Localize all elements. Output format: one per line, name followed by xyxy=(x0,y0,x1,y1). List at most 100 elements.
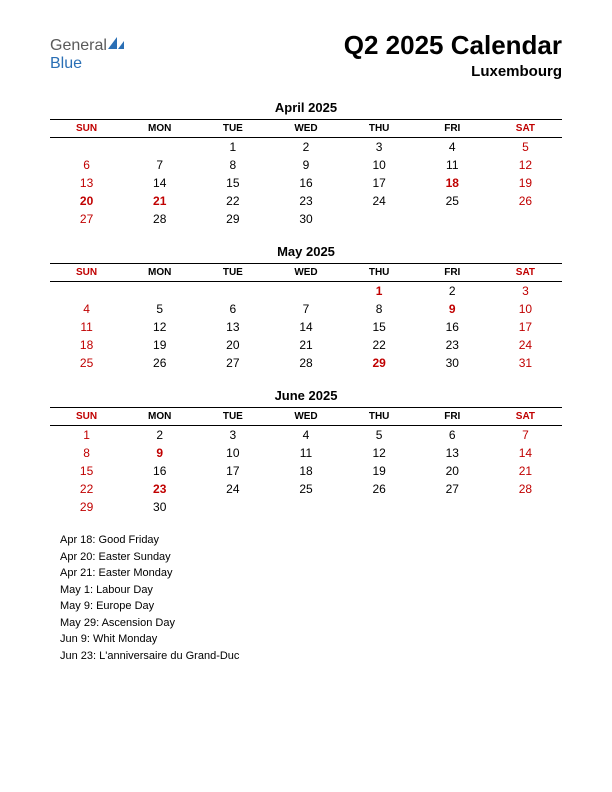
month-title: April 2025 xyxy=(50,100,562,115)
calendar-day: 24 xyxy=(343,192,416,210)
day-header: MON xyxy=(123,408,196,426)
calendar-day: 7 xyxy=(489,426,562,445)
day-header: WED xyxy=(269,408,342,426)
calendar-day: 11 xyxy=(50,318,123,336)
calendar-day: 6 xyxy=(50,156,123,174)
calendar-day: 16 xyxy=(416,318,489,336)
calendar-row: 2930 xyxy=(50,498,562,516)
calendar-day: 4 xyxy=(416,138,489,157)
day-header: FRI xyxy=(416,408,489,426)
day-header: FRI xyxy=(416,264,489,282)
calendar-day: 25 xyxy=(416,192,489,210)
calendar-day: 1 xyxy=(196,138,269,157)
calendar-day: 8 xyxy=(50,444,123,462)
day-header: SAT xyxy=(489,408,562,426)
page-title: Q2 2025 Calendar xyxy=(344,30,562,61)
month-title: June 2025 xyxy=(50,388,562,403)
calendar-row: 12345 xyxy=(50,138,562,157)
calendar-day: 11 xyxy=(269,444,342,462)
calendar-day: 26 xyxy=(123,354,196,372)
calendar-day: 28 xyxy=(489,480,562,498)
holiday-item: May 29: Ascension Day xyxy=(60,615,562,632)
calendar-day xyxy=(416,210,489,228)
calendar-day: 23 xyxy=(416,336,489,354)
calendar-day xyxy=(269,498,342,516)
calendar-day: 13 xyxy=(196,318,269,336)
calendar-day: 24 xyxy=(196,480,269,498)
calendar-row: 1234567 xyxy=(50,426,562,445)
calendar-day: 19 xyxy=(489,174,562,192)
calendar-day xyxy=(50,282,123,301)
calendar-day: 22 xyxy=(196,192,269,210)
calendar-day: 31 xyxy=(489,354,562,372)
calendar-day: 18 xyxy=(50,336,123,354)
calendar-day: 14 xyxy=(269,318,342,336)
calendar-day xyxy=(416,498,489,516)
calendar-row: 45678910 xyxy=(50,300,562,318)
calendar-day: 12 xyxy=(343,444,416,462)
calendar-day xyxy=(489,210,562,228)
calendar-day: 22 xyxy=(343,336,416,354)
day-header: THU xyxy=(343,264,416,282)
calendar-day: 29 xyxy=(50,498,123,516)
months-container: April 2025SUNMONTUEWEDTHUFRISAT123456789… xyxy=(50,100,562,516)
calendar-day: 25 xyxy=(269,480,342,498)
calendar-day: 19 xyxy=(123,336,196,354)
holidays-list: Apr 18: Good FridayApr 20: Easter Sunday… xyxy=(50,532,562,664)
holiday-item: Jun 23: L'anniversaire du Grand-Duc xyxy=(60,648,562,665)
calendar-day: 15 xyxy=(343,318,416,336)
page-subtitle: Luxembourg xyxy=(344,63,562,80)
calendar-day: 14 xyxy=(489,444,562,462)
calendar-day: 17 xyxy=(489,318,562,336)
month-block: May 2025SUNMONTUEWEDTHUFRISAT12345678910… xyxy=(50,244,562,372)
calendar-day: 20 xyxy=(416,462,489,480)
calendar-day: 27 xyxy=(50,210,123,228)
calendar-day: 12 xyxy=(489,156,562,174)
calendar-day: 30 xyxy=(416,354,489,372)
day-header: SUN xyxy=(50,264,123,282)
calendar-day: 9 xyxy=(123,444,196,462)
calendar-day: 12 xyxy=(123,318,196,336)
calendar-day: 22 xyxy=(50,480,123,498)
calendar-day: 2 xyxy=(416,282,489,301)
calendar-day: 17 xyxy=(196,462,269,480)
title-area: Q2 2025 Calendar Luxembourg xyxy=(344,30,562,80)
calendar-day: 5 xyxy=(123,300,196,318)
logo-text-blue: Blue xyxy=(50,55,82,72)
calendar-day: 18 xyxy=(416,174,489,192)
calendar-row: 22232425262728 xyxy=(50,480,562,498)
calendar-day xyxy=(196,498,269,516)
calendar-day: 4 xyxy=(269,426,342,445)
holiday-item: May 9: Europe Day xyxy=(60,598,562,615)
sail-icon xyxy=(107,36,125,55)
calendar-row: 25262728293031 xyxy=(50,354,562,372)
holiday-item: Apr 21: Easter Monday xyxy=(60,565,562,582)
calendar-day: 21 xyxy=(123,192,196,210)
day-header: MON xyxy=(123,264,196,282)
calendar-day xyxy=(489,498,562,516)
calendar-day: 28 xyxy=(123,210,196,228)
calendar-day: 3 xyxy=(489,282,562,301)
calendar-day xyxy=(343,498,416,516)
calendar-day: 9 xyxy=(416,300,489,318)
logo-text: General Blue xyxy=(50,36,125,73)
calendar-day: 19 xyxy=(343,462,416,480)
calendar-day xyxy=(196,282,269,301)
calendar-day: 2 xyxy=(269,138,342,157)
calendar-day: 6 xyxy=(416,426,489,445)
calendar-day: 16 xyxy=(123,462,196,480)
calendar-day: 7 xyxy=(269,300,342,318)
calendar-day: 10 xyxy=(196,444,269,462)
calendar-day: 11 xyxy=(416,156,489,174)
day-header: THU xyxy=(343,408,416,426)
month-block: April 2025SUNMONTUEWEDTHUFRISAT123456789… xyxy=(50,100,562,228)
calendar-day: 18 xyxy=(269,462,342,480)
holiday-item: Apr 20: Easter Sunday xyxy=(60,549,562,566)
calendar-row: 891011121314 xyxy=(50,444,562,462)
calendar-day: 1 xyxy=(343,282,416,301)
calendar-day: 4 xyxy=(50,300,123,318)
calendar-day: 24 xyxy=(489,336,562,354)
calendar-day xyxy=(269,282,342,301)
day-header: TUE xyxy=(196,408,269,426)
calendar-day: 29 xyxy=(343,354,416,372)
